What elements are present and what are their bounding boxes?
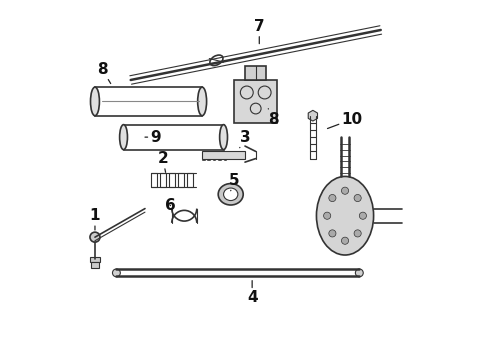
Ellipse shape (223, 188, 238, 201)
Text: 3: 3 (240, 130, 250, 148)
Bar (245, 66, 267, 80)
Circle shape (329, 194, 336, 202)
Circle shape (329, 230, 336, 237)
Circle shape (354, 194, 361, 202)
Bar (178, 173, 184, 187)
Polygon shape (308, 111, 318, 121)
Bar (90, 257, 100, 262)
Text: 2: 2 (157, 151, 168, 172)
Ellipse shape (355, 269, 363, 277)
Text: 9: 9 (145, 130, 161, 145)
Ellipse shape (317, 176, 373, 255)
Text: 4: 4 (247, 280, 257, 305)
Bar (123, 125, 223, 150)
Circle shape (354, 230, 361, 237)
Ellipse shape (120, 125, 127, 150)
Text: 8: 8 (268, 109, 279, 127)
Bar (169, 173, 175, 187)
Text: 5: 5 (229, 172, 240, 191)
Text: 1: 1 (90, 208, 100, 230)
Ellipse shape (113, 269, 121, 277)
Circle shape (323, 212, 331, 219)
Bar (91, 262, 99, 267)
Ellipse shape (218, 184, 243, 205)
Bar (151, 173, 157, 187)
Text: 10: 10 (327, 112, 363, 129)
Bar (160, 173, 167, 187)
Circle shape (342, 237, 348, 244)
Text: 8: 8 (97, 62, 111, 84)
FancyBboxPatch shape (234, 80, 277, 123)
Ellipse shape (220, 125, 227, 150)
Ellipse shape (90, 232, 100, 242)
Text: 7: 7 (254, 19, 265, 44)
Ellipse shape (197, 87, 207, 116)
Circle shape (359, 212, 367, 219)
Circle shape (342, 187, 348, 194)
Ellipse shape (91, 87, 99, 116)
Text: 6: 6 (165, 198, 175, 212)
Bar (95, 87, 202, 116)
Bar (202, 151, 245, 159)
Bar (187, 173, 193, 187)
